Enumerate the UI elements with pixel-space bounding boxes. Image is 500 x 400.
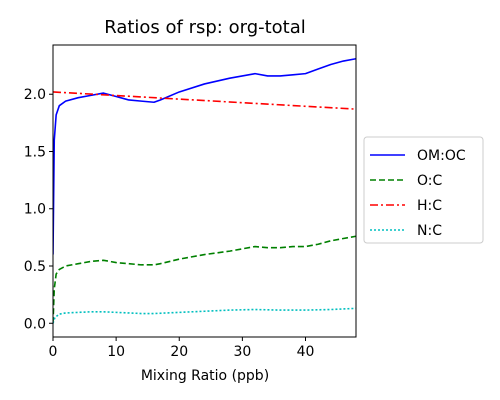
x-tick-label: 10	[107, 344, 125, 360]
x-tick-label: 30	[233, 344, 251, 360]
series-line-h-c	[53, 91, 356, 110]
y-tick-label: 0.5	[24, 259, 46, 275]
x-tick-label: 20	[170, 344, 188, 360]
legend: OM:OC O:C H:C N:C	[363, 136, 484, 244]
y-tick-label: 0.0	[24, 316, 46, 332]
y-tick-label: 1.5	[24, 144, 46, 160]
series-line-n-c	[53, 307, 356, 324]
x-axis: 0 10 20 30 40	[49, 337, 315, 360]
x-axis-label: Mixing Ratio (ppb)	[141, 368, 269, 384]
plot-frame	[52, 44, 357, 338]
chart-title: Ratios of rsp: org-total	[104, 17, 306, 38]
y-tick-label: 2.0	[24, 87, 46, 103]
series-line-om-oc	[53, 57, 356, 255]
x-tick-label: 0	[49, 344, 58, 360]
legend-box	[363, 136, 484, 244]
x-tick-label: 40	[297, 344, 315, 360]
y-axis: 0.0 0.5 1.0 1.5 2.0	[24, 87, 53, 332]
y-tick-label: 1.0	[24, 202, 46, 218]
series-line-o-c	[53, 235, 356, 324]
legend-label-om-oc: OM:OC	[417, 148, 466, 164]
legend-label-h-c: H:C	[417, 198, 442, 214]
legend-label-o-c: O:C	[417, 173, 442, 189]
plot-lines	[53, 57, 356, 324]
legend-label-n-c: N:C	[417, 223, 442, 239]
